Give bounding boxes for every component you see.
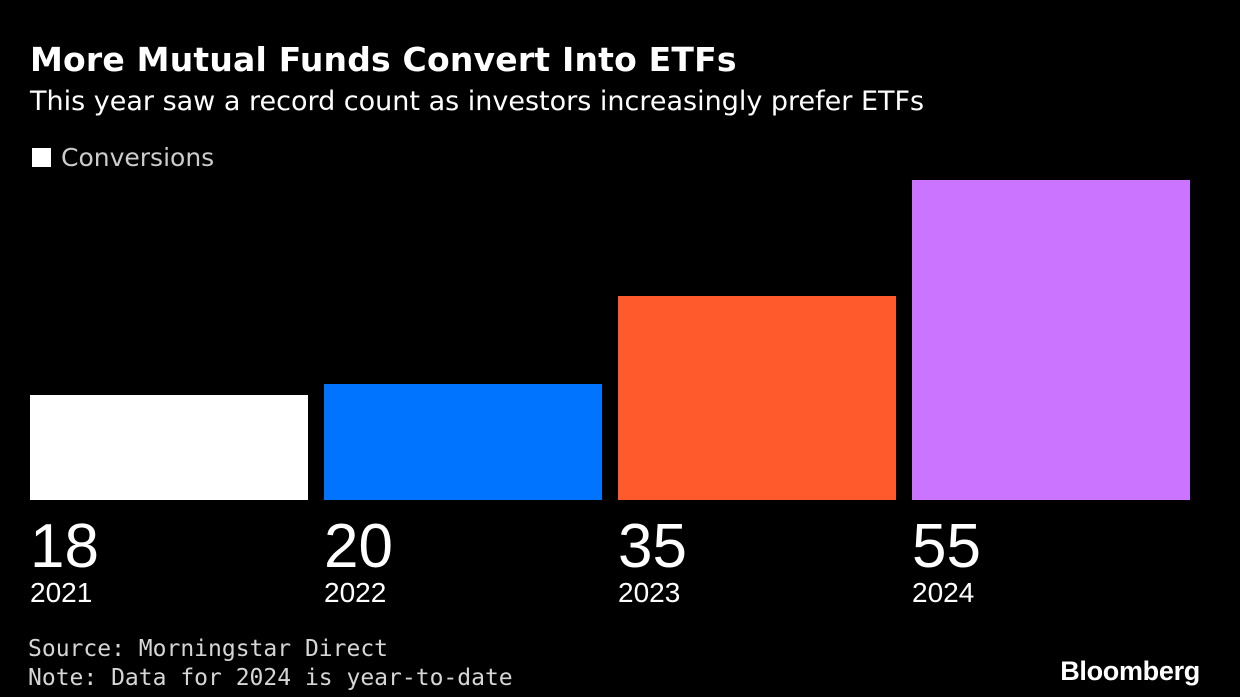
legend-label: Conversions [61,143,215,172]
plot-area [30,180,1190,500]
bar-2023 [618,296,896,500]
chart-subtitle: This year saw a record count as investor… [30,86,925,117]
value-label-2022: 20 [324,512,393,581]
note-text: Note: Data for 2024 is year-to-date [28,665,513,691]
value-label-2024: 55 [912,512,981,581]
source-text: Source: Morningstar Direct [28,636,389,662]
category-label-2024: 2024 [912,577,975,608]
bar-2022 [324,383,602,500]
bloomberg-logo: Bloomberg [1060,656,1200,686]
legend-swatch [32,148,51,167]
value-label-2023: 35 [618,512,687,581]
bar-2021 [30,395,308,500]
category-label-2022: 2022 [324,577,387,608]
chart-title: More Mutual Funds Convert Into ETFs [30,40,737,79]
category-label-2021: 2021 [30,577,93,608]
value-label-2021: 18 [30,512,99,581]
category-label-2023: 2023 [618,577,681,608]
legend: Conversions [32,143,214,172]
footer-notes: Source: Morningstar Direct Note: Data fo… [28,635,513,693]
bar-2024 [912,180,1190,500]
